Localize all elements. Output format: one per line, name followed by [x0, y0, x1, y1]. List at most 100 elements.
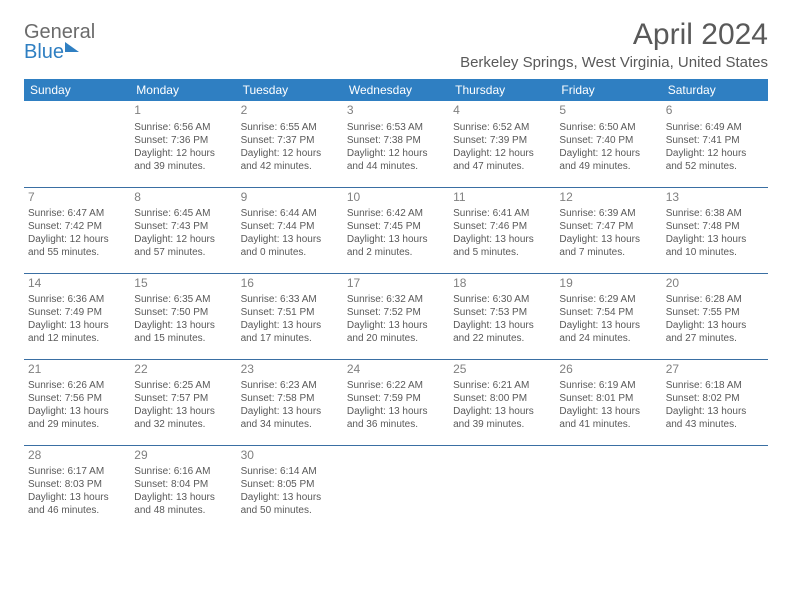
daylight-line: Daylight: 13 hours and 27 minutes. [666, 319, 764, 345]
day-header-row: Sunday Monday Tuesday Wednesday Thursday… [24, 79, 768, 101]
day-number: 28 [28, 448, 126, 464]
day-number: 17 [347, 276, 445, 292]
sunset-line: Sunset: 7:37 PM [241, 134, 339, 147]
day-number: 12 [559, 190, 657, 206]
sunset-line: Sunset: 7:45 PM [347, 220, 445, 233]
daylight-line: Daylight: 13 hours and 29 minutes. [28, 405, 126, 431]
calendar-cell: 14Sunrise: 6:36 AMSunset: 7:49 PMDayligh… [24, 273, 130, 359]
sunrise-line: Sunrise: 6:33 AM [241, 293, 339, 306]
sunset-line: Sunset: 7:56 PM [28, 392, 126, 405]
calendar-cell [449, 445, 555, 531]
calendar-cell: 11Sunrise: 6:41 AMSunset: 7:46 PMDayligh… [449, 187, 555, 273]
daylight-line: Daylight: 13 hours and 36 minutes. [347, 405, 445, 431]
day-number: 5 [559, 103, 657, 119]
day-header: Saturday [662, 79, 768, 101]
sunset-line: Sunset: 7:50 PM [134, 306, 232, 319]
day-number: 13 [666, 190, 764, 206]
daylight-line: Daylight: 13 hours and 32 minutes. [134, 405, 232, 431]
calendar-cell: 1Sunrise: 6:56 AMSunset: 7:36 PMDaylight… [130, 101, 236, 187]
daylight-line: Daylight: 12 hours and 39 minutes. [134, 147, 232, 173]
calendar-cell: 30Sunrise: 6:14 AMSunset: 8:05 PMDayligh… [237, 445, 343, 531]
sunset-line: Sunset: 8:03 PM [28, 478, 126, 491]
day-header: Friday [555, 79, 661, 101]
sunset-line: Sunset: 7:46 PM [453, 220, 551, 233]
calendar-cell: 15Sunrise: 6:35 AMSunset: 7:50 PMDayligh… [130, 273, 236, 359]
calendar-cell [343, 445, 449, 531]
sunrise-line: Sunrise: 6:53 AM [347, 121, 445, 134]
sunset-line: Sunset: 7:54 PM [559, 306, 657, 319]
daylight-line: Daylight: 13 hours and 46 minutes. [28, 491, 126, 517]
daylight-line: Daylight: 13 hours and 5 minutes. [453, 233, 551, 259]
sunset-line: Sunset: 7:49 PM [28, 306, 126, 319]
calendar-cell: 6Sunrise: 6:49 AMSunset: 7:41 PMDaylight… [662, 101, 768, 187]
day-number: 23 [241, 362, 339, 378]
sunset-line: Sunset: 7:42 PM [28, 220, 126, 233]
day-number: 20 [666, 276, 764, 292]
sunset-line: Sunset: 7:38 PM [347, 134, 445, 147]
daylight-line: Daylight: 13 hours and 50 minutes. [241, 491, 339, 517]
sunrise-line: Sunrise: 6:35 AM [134, 293, 232, 306]
sunrise-line: Sunrise: 6:23 AM [241, 379, 339, 392]
day-number: 15 [134, 276, 232, 292]
calendar-cell: 12Sunrise: 6:39 AMSunset: 7:47 PMDayligh… [555, 187, 661, 273]
sunrise-line: Sunrise: 6:45 AM [134, 207, 232, 220]
day-number: 2 [241, 103, 339, 119]
sunrise-line: Sunrise: 6:55 AM [241, 121, 339, 134]
calendar-cell: 8Sunrise: 6:45 AMSunset: 7:43 PMDaylight… [130, 187, 236, 273]
day-number: 3 [347, 103, 445, 119]
calendar-cell: 3Sunrise: 6:53 AMSunset: 7:38 PMDaylight… [343, 101, 449, 187]
daylight-line: Daylight: 13 hours and 48 minutes. [134, 491, 232, 517]
daylight-line: Daylight: 12 hours and 57 minutes. [134, 233, 232, 259]
sunset-line: Sunset: 8:02 PM [666, 392, 764, 405]
sunset-line: Sunset: 8:04 PM [134, 478, 232, 491]
day-number: 4 [453, 103, 551, 119]
day-number: 18 [453, 276, 551, 292]
daylight-line: Daylight: 13 hours and 34 minutes. [241, 405, 339, 431]
day-number: 9 [241, 190, 339, 206]
sunrise-line: Sunrise: 6:26 AM [28, 379, 126, 392]
calendar-week-row: 14Sunrise: 6:36 AMSunset: 7:49 PMDayligh… [24, 273, 768, 359]
daylight-line: Daylight: 13 hours and 0 minutes. [241, 233, 339, 259]
day-number: 25 [453, 362, 551, 378]
logo-text-2: Blue [24, 41, 64, 63]
sunset-line: Sunset: 7:36 PM [134, 134, 232, 147]
calendar-week-row: 21Sunrise: 6:26 AMSunset: 7:56 PMDayligh… [24, 359, 768, 445]
day-number: 29 [134, 448, 232, 464]
calendar-page: General Blue April 2024 Berkeley Springs… [0, 0, 792, 549]
day-number: 30 [241, 448, 339, 464]
day-number: 14 [28, 276, 126, 292]
sunrise-line: Sunrise: 6:29 AM [559, 293, 657, 306]
daylight-line: Daylight: 13 hours and 7 minutes. [559, 233, 657, 259]
daylight-line: Daylight: 13 hours and 22 minutes. [453, 319, 551, 345]
calendar-cell: 7Sunrise: 6:47 AMSunset: 7:42 PMDaylight… [24, 187, 130, 273]
sunrise-line: Sunrise: 6:50 AM [559, 121, 657, 134]
daylight-line: Daylight: 13 hours and 2 minutes. [347, 233, 445, 259]
day-number: 21 [28, 362, 126, 378]
daylight-line: Daylight: 13 hours and 15 minutes. [134, 319, 232, 345]
page-title: April 2024 [460, 18, 768, 52]
day-header: Tuesday [237, 79, 343, 101]
calendar-cell: 21Sunrise: 6:26 AMSunset: 7:56 PMDayligh… [24, 359, 130, 445]
calendar-cell: 9Sunrise: 6:44 AMSunset: 7:44 PMDaylight… [237, 187, 343, 273]
day-number: 24 [347, 362, 445, 378]
calendar-cell: 24Sunrise: 6:22 AMSunset: 7:59 PMDayligh… [343, 359, 449, 445]
sunrise-line: Sunrise: 6:28 AM [666, 293, 764, 306]
sunrise-line: Sunrise: 6:14 AM [241, 465, 339, 478]
daylight-line: Daylight: 13 hours and 20 minutes. [347, 319, 445, 345]
calendar-cell: 25Sunrise: 6:21 AMSunset: 8:00 PMDayligh… [449, 359, 555, 445]
day-number: 26 [559, 362, 657, 378]
day-number: 16 [241, 276, 339, 292]
sunrise-line: Sunrise: 6:18 AM [666, 379, 764, 392]
sunset-line: Sunset: 7:58 PM [241, 392, 339, 405]
calendar-week-row: 7Sunrise: 6:47 AMSunset: 7:42 PMDaylight… [24, 187, 768, 273]
daylight-line: Daylight: 13 hours and 41 minutes. [559, 405, 657, 431]
calendar-cell: 4Sunrise: 6:52 AMSunset: 7:39 PMDaylight… [449, 101, 555, 187]
sunrise-line: Sunrise: 6:25 AM [134, 379, 232, 392]
sunrise-line: Sunrise: 6:22 AM [347, 379, 445, 392]
calendar-cell: 19Sunrise: 6:29 AMSunset: 7:54 PMDayligh… [555, 273, 661, 359]
calendar-table: Sunday Monday Tuesday Wednesday Thursday… [24, 79, 768, 531]
sunset-line: Sunset: 7:53 PM [453, 306, 551, 319]
day-number: 27 [666, 362, 764, 378]
location-text: Berkeley Springs, West Virginia, United … [460, 54, 768, 71]
sunrise-line: Sunrise: 6:42 AM [347, 207, 445, 220]
